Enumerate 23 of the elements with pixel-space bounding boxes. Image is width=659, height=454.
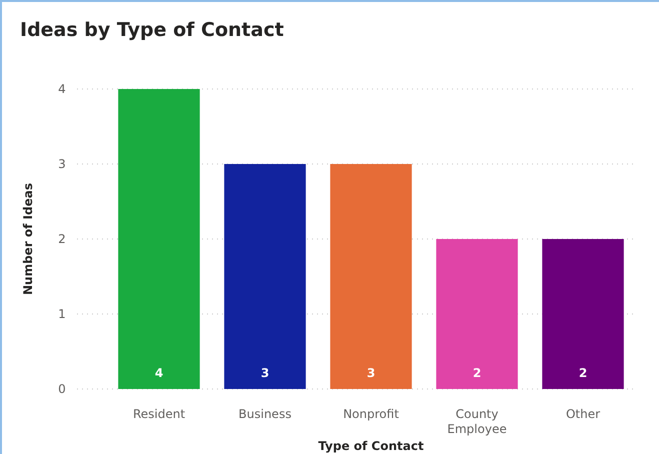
x-tick-label: Resident bbox=[132, 407, 186, 421]
y-tick-label: 1 bbox=[58, 307, 66, 321]
y-axis-title: Number of Ideas bbox=[21, 183, 35, 295]
bar bbox=[542, 239, 624, 389]
y-tick-label: 0 bbox=[58, 382, 66, 396]
x-axis-title: Type of Contact bbox=[318, 439, 424, 453]
x-tick-label: Nonprofit bbox=[343, 407, 400, 421]
data-label: 3 bbox=[366, 366, 376, 380]
chart-title: Ideas by Type of Contact bbox=[20, 19, 284, 41]
bar bbox=[224, 164, 306, 389]
data-label: 3 bbox=[260, 366, 270, 380]
bar bbox=[436, 239, 518, 389]
x-tick-label: County Employee bbox=[447, 407, 507, 436]
bar bbox=[118, 89, 200, 389]
data-label: 2 bbox=[472, 366, 482, 380]
x-tick-label: Other bbox=[566, 407, 600, 421]
data-label: 2 bbox=[578, 366, 588, 380]
y-tick-label: 4 bbox=[58, 82, 66, 96]
bar bbox=[330, 164, 412, 389]
y-tick-label: 2 bbox=[58, 232, 66, 246]
x-tick-label: Business bbox=[238, 407, 292, 421]
data-label: 4 bbox=[154, 366, 164, 380]
y-tick-label: 3 bbox=[58, 157, 66, 171]
